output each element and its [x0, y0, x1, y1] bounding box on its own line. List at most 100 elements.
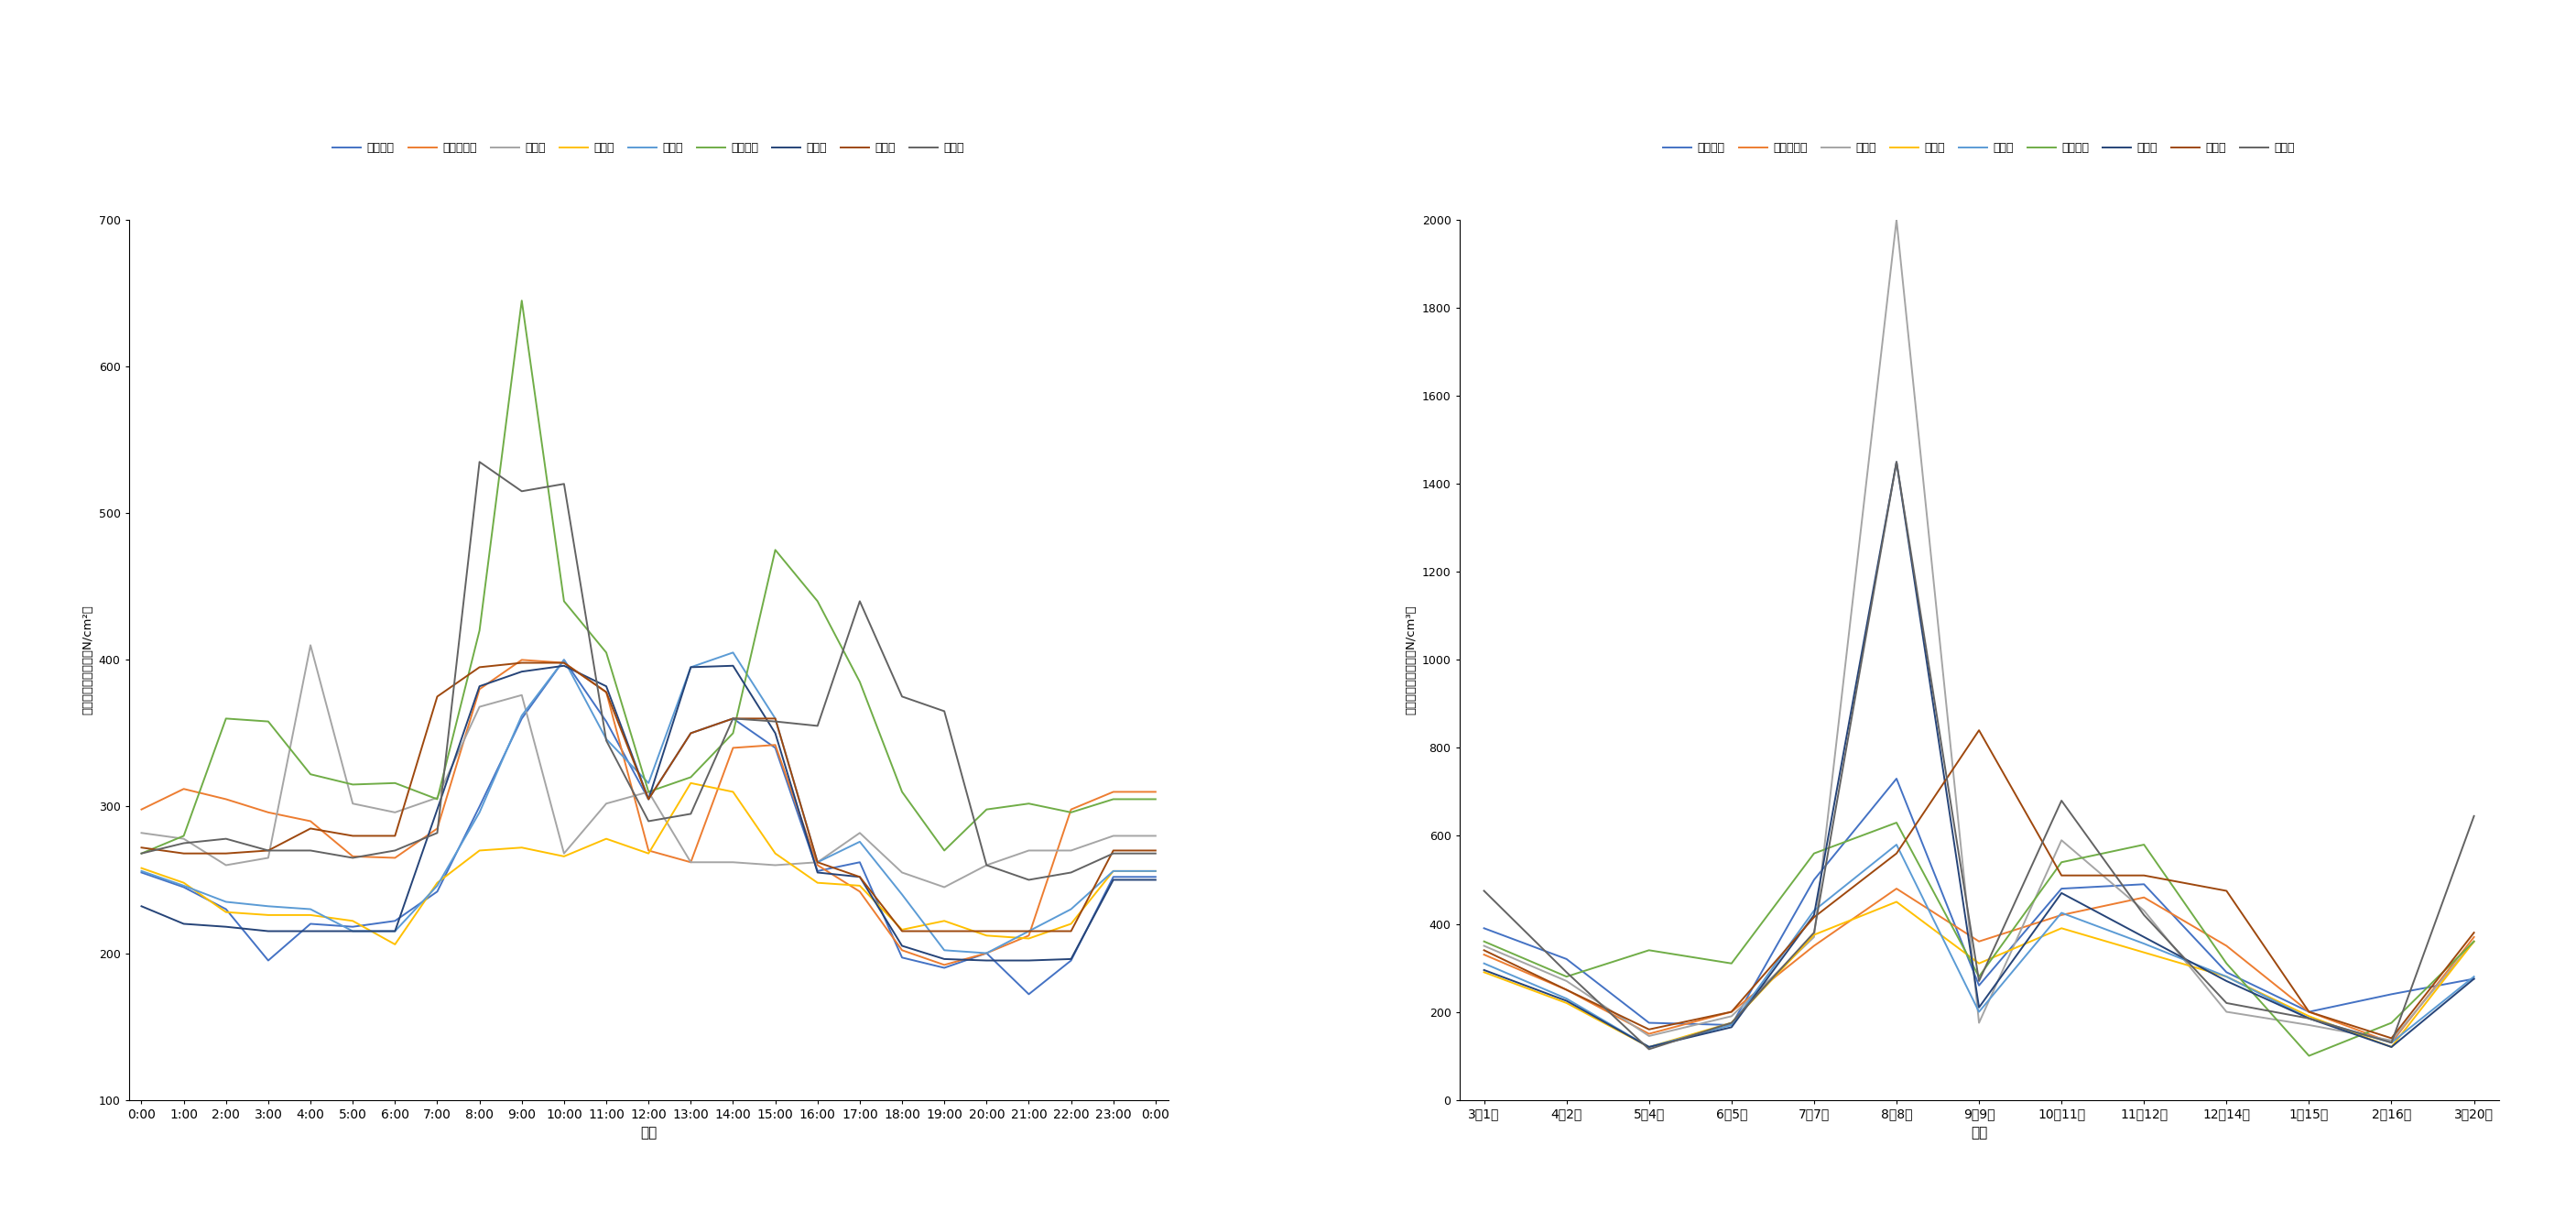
小广场: [1097, 864, 1128, 879]
荷花池: [211, 858, 242, 873]
公园大门: [422, 885, 453, 899]
荷花池: [971, 858, 1002, 873]
公园大门: [886, 951, 917, 965]
小广场: [422, 879, 453, 893]
八角亭: [252, 924, 283, 938]
荷花池: [379, 805, 410, 820]
人门旁密林: [2375, 1035, 2406, 1050]
荷花池: [675, 855, 706, 870]
乔灌草: [1963, 956, 1994, 970]
八角亭: [296, 924, 327, 938]
荷花池: [2458, 934, 2488, 948]
大草坪: [1716, 1015, 1747, 1030]
小广场: [1798, 903, 1829, 918]
Legend: 公园大门, 人门旁密林, 荷花池, 乔灌草, 小广场, 音乐广场, 八角亭, 水杉林, 大草坪: 公园大门, 人门旁密林, 荷花池, 乔灌草, 小广场, 音乐广场, 八角亭, 水…: [1659, 138, 2300, 159]
荷花池: [930, 880, 961, 895]
水杉林: [2210, 884, 2241, 898]
公园大门: [675, 726, 706, 741]
人门旁密林: [1468, 947, 1499, 962]
音乐广场: [1798, 846, 1829, 860]
水杉林: [590, 684, 621, 699]
Line: 小广场: 小广场: [142, 653, 1157, 953]
大草坪: [930, 704, 961, 719]
人门旁密林: [2128, 890, 2159, 904]
八角亭: [1716, 1020, 1747, 1035]
八角亭: [1012, 953, 1043, 968]
八角亭: [634, 792, 665, 807]
水杉林: [1141, 843, 1172, 858]
公园大门: [167, 880, 198, 895]
荷花池: [549, 846, 580, 860]
音乐广场: [1468, 934, 1499, 948]
荷花池: [1963, 1015, 1994, 1030]
大草坪: [675, 807, 706, 821]
音乐广场: [379, 776, 410, 791]
大门旁密林: [126, 802, 157, 816]
音乐广场: [634, 785, 665, 799]
乔灌草: [1012, 931, 1043, 946]
荷花池: [1798, 930, 1829, 945]
音乐广场: [801, 594, 832, 609]
小广场: [1880, 837, 1911, 852]
公园大门: [507, 711, 538, 726]
八角亭: [2210, 974, 2241, 989]
小广场: [1963, 1004, 1994, 1019]
大门旁密林: [549, 655, 580, 670]
小广场: [886, 887, 917, 902]
大草坪: [1551, 965, 1582, 980]
荷花池: [337, 797, 368, 811]
荷花池: [2375, 1033, 2406, 1047]
八角亭: [760, 726, 791, 741]
公园大门: [379, 914, 410, 929]
荷花池: [886, 865, 917, 880]
大门旁密林: [1141, 785, 1172, 799]
大草坪: [2045, 793, 2076, 808]
小广场: [2375, 1035, 2406, 1050]
公园大门: [549, 653, 580, 667]
音乐广场: [211, 711, 242, 726]
水杉林: [1716, 1004, 1747, 1019]
Line: 音乐广场: 音乐广场: [1484, 822, 2473, 1056]
乔灌草: [971, 929, 1002, 943]
水杉林: [2458, 925, 2488, 940]
大门旁密林: [464, 682, 495, 697]
八角亭: [422, 802, 453, 816]
荷花池: [422, 791, 453, 805]
八角亭: [886, 938, 917, 953]
Line: 人门旁密林: 人门旁密林: [1484, 888, 2473, 1042]
大门旁密林: [211, 792, 242, 807]
大草坪: [507, 484, 538, 499]
公园大门: [2293, 1004, 2324, 1019]
水杉林: [1012, 924, 1043, 938]
音乐广场: [126, 846, 157, 860]
乔灌草: [2210, 969, 2241, 984]
乔灌草: [1468, 965, 1499, 980]
音乐广场: [590, 645, 621, 660]
公园大门: [719, 711, 750, 726]
Line: 荷花池: 荷花池: [142, 645, 1157, 887]
大草坪: [2375, 1035, 2406, 1050]
Line: 八角亭: 八角亭: [142, 666, 1157, 960]
乔灌草: [760, 846, 791, 860]
小广场: [2210, 969, 2241, 984]
荷花池: [1141, 829, 1172, 843]
小广场: [1633, 1040, 1664, 1055]
Line: 水杉林: 水杉林: [1484, 731, 2473, 1039]
荷花池: [1880, 213, 1911, 227]
音乐广场: [1141, 792, 1172, 807]
水杉林: [801, 855, 832, 870]
大门旁密林: [1097, 785, 1128, 799]
公园大门: [1551, 952, 1582, 967]
荷花池: [1633, 1029, 1664, 1044]
Line: 大草坪: 大草坪: [142, 462, 1157, 880]
小广场: [1141, 864, 1172, 879]
水杉林: [1880, 846, 1911, 860]
大草坪: [719, 711, 750, 726]
大草坪: [971, 858, 1002, 873]
八角亭: [2045, 886, 2076, 901]
小广场: [549, 653, 580, 667]
音乐广场: [1012, 797, 1043, 811]
大门旁密林: [634, 843, 665, 858]
水杉林: [2375, 1031, 2406, 1046]
小广场: [2045, 906, 2076, 920]
